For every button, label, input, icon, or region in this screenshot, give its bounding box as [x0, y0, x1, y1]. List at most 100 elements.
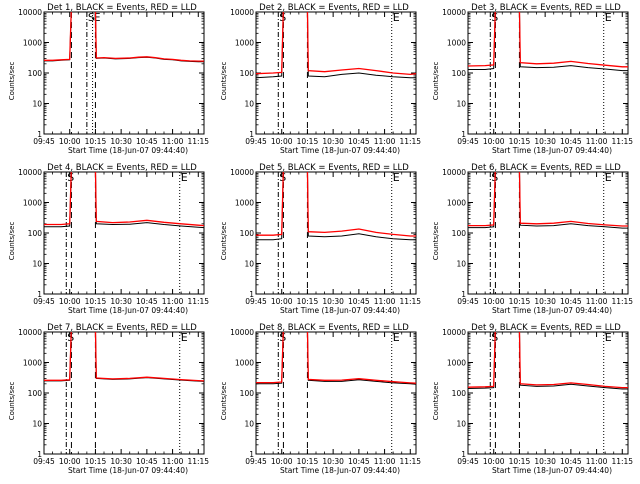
chart-panel-3: Det 3, BLACK = Events, RED = LLD 1 10 100 10… [432, 3, 633, 155]
chart-title: Det 2, BLACK = Events, RED = LLD [259, 3, 409, 13]
series-lld-line [256, 12, 416, 76]
y-tick-label: 10 [456, 420, 466, 429]
marker-label-e: E [393, 11, 400, 24]
y-tick-label: 10 [456, 260, 466, 269]
chart-panel-4: Det 4, BLACK = Events, RED = LLD 1 10 100 10… [8, 163, 209, 315]
y-axis-label: Counts/sec [8, 222, 16, 261]
y-tick-label: 100 [28, 69, 43, 78]
x-tick-label: 10:15 [297, 297, 319, 306]
x-tick-label: 10:00 [59, 457, 81, 466]
x-tick-label: 10:15 [509, 457, 531, 466]
chart-title: Det 8, BLACK = Events, RED = LLD [259, 323, 409, 333]
marker-label-e: E [94, 11, 101, 24]
y-tick-label: 10000 [18, 168, 42, 177]
x-tick-label: 09:45 [33, 297, 55, 306]
series-lld-line [44, 332, 204, 382]
y-tick-label: 100 [28, 389, 43, 398]
y-tick-label: 1000 [23, 359, 42, 368]
x-axis-label: Start Time (18-Jun-07 09:44:40) [280, 306, 400, 315]
x-tick-label: 09:45 [33, 457, 55, 466]
x-tick-label: 10:30 [110, 137, 132, 146]
y-tick-label: 1000 [447, 39, 466, 48]
y-tick-label: 1 [461, 290, 466, 299]
x-tick-label: 10:45 [136, 297, 158, 306]
x-tick-label: 09:45 [457, 137, 479, 146]
x-tick-label: 10:45 [348, 457, 370, 466]
x-tick-label: 10:30 [322, 297, 344, 306]
series-events-line [44, 12, 204, 63]
x-tick-label: 10:45 [348, 137, 370, 146]
x-tick-label: 10:00 [59, 137, 81, 146]
x-tick-label: 11:15 [399, 297, 421, 306]
x-tick-label: 09:45 [33, 137, 55, 146]
x-tick-label: 11:15 [399, 137, 421, 146]
x-tick-label: 11:00 [586, 297, 608, 306]
x-tick-label: 10:00 [271, 457, 293, 466]
x-tick-label: 11:00 [586, 137, 608, 146]
x-tick-label: 10:45 [560, 137, 582, 146]
y-tick-label: 10000 [442, 8, 466, 17]
y-tick-label: 1 [461, 450, 466, 459]
x-tick-label: 09:45 [457, 297, 479, 306]
x-tick-label: 10:30 [322, 137, 344, 146]
x-tick-label: 09:45 [245, 137, 267, 146]
x-tick-label: 11:15 [187, 457, 209, 466]
y-tick-label: 1 [37, 290, 42, 299]
x-tick-label: 09:45 [457, 457, 479, 466]
x-tick-label: 10:30 [534, 297, 556, 306]
x-axis-label: Start Time (18-Jun-07 09:44:40) [492, 306, 612, 315]
y-tick-label: 1 [37, 130, 42, 139]
chart-panel-8: Det 8, BLACK = Events, RED = LLD 1 10 100 10… [220, 323, 421, 475]
y-axis-label: Counts/sec [8, 62, 16, 101]
x-tick-label: 11:00 [374, 457, 396, 466]
x-axis-label: Start Time (18-Jun-07 09:44:40) [280, 466, 400, 475]
x-tick-label: 10:30 [110, 297, 132, 306]
marker-label-e: E [181, 331, 188, 344]
x-tick-label: 10:00 [483, 137, 505, 146]
chart-panel-1: Det 1, BLACK = Events, RED = LLD 1 10 100 10… [8, 3, 209, 155]
y-axis-label: Counts/sec [432, 222, 440, 261]
x-axis-label: Start Time (18-Jun-07 09:44:40) [492, 146, 612, 155]
y-tick-label: 10000 [18, 328, 42, 337]
x-tick-label: 11:00 [162, 457, 184, 466]
x-tick-label: 10:45 [560, 297, 582, 306]
chart-panel-6: Det 6, BLACK = Events, RED = LLD 1 10 100 10… [432, 163, 633, 315]
y-tick-label: 10 [32, 420, 42, 429]
chart-panel-7: Det 7, BLACK = Events, RED = LLD 1 10 100 10… [8, 323, 209, 475]
y-tick-label: 10 [244, 100, 254, 109]
chart-panel-2: Det 2, BLACK = Events, RED = LLD 1 10 100 10… [220, 3, 421, 155]
x-tick-label: 11:15 [611, 297, 633, 306]
y-tick-label: 10000 [230, 168, 254, 177]
marker-label-e: E [605, 171, 612, 184]
y-tick-label: 1000 [23, 199, 42, 208]
x-tick-label: 11:15 [187, 137, 209, 146]
chart-title: Det 9, BLACK = Events, RED = LLD [471, 323, 621, 333]
series-events-line [256, 12, 416, 79]
y-tick-label: 1000 [235, 199, 254, 208]
y-tick-label: 1 [249, 130, 254, 139]
series-events-line [468, 332, 628, 390]
series-lld-line [468, 12, 628, 68]
x-tick-label: 10:30 [534, 457, 556, 466]
chart-title: Det 6, BLACK = Events, RED = LLD [471, 163, 621, 173]
y-tick-label: 100 [452, 389, 467, 398]
chart-panel-9: Det 9, BLACK = Events, RED = LLD 1 10 100 10… [432, 323, 633, 475]
series-events-line [468, 12, 628, 72]
x-tick-label: 09:45 [245, 457, 267, 466]
y-tick-label: 1000 [23, 39, 42, 48]
chart-title: Det 3, BLACK = Events, RED = LLD [471, 3, 621, 13]
y-tick-label: 1 [249, 290, 254, 299]
x-tick-label: 11:00 [162, 137, 184, 146]
x-tick-label: 10:45 [560, 457, 582, 466]
x-tick-label: 10:15 [85, 297, 107, 306]
chart-title: Det 1, BLACK = Events, RED = LLD [47, 3, 197, 13]
y-tick-label: 10 [32, 100, 42, 109]
x-tick-label: 10:45 [348, 297, 370, 306]
marker-label-e: E [605, 331, 612, 344]
x-axis-label: Start Time (18-Jun-07 09:44:40) [68, 466, 188, 475]
chart-panel-5: Det 5, BLACK = Events, RED = LLD 1 10 100 10… [220, 163, 421, 315]
series-lld-line [44, 12, 204, 62]
y-axis-label: Counts/sec [220, 222, 228, 261]
y-tick-label: 1000 [235, 39, 254, 48]
